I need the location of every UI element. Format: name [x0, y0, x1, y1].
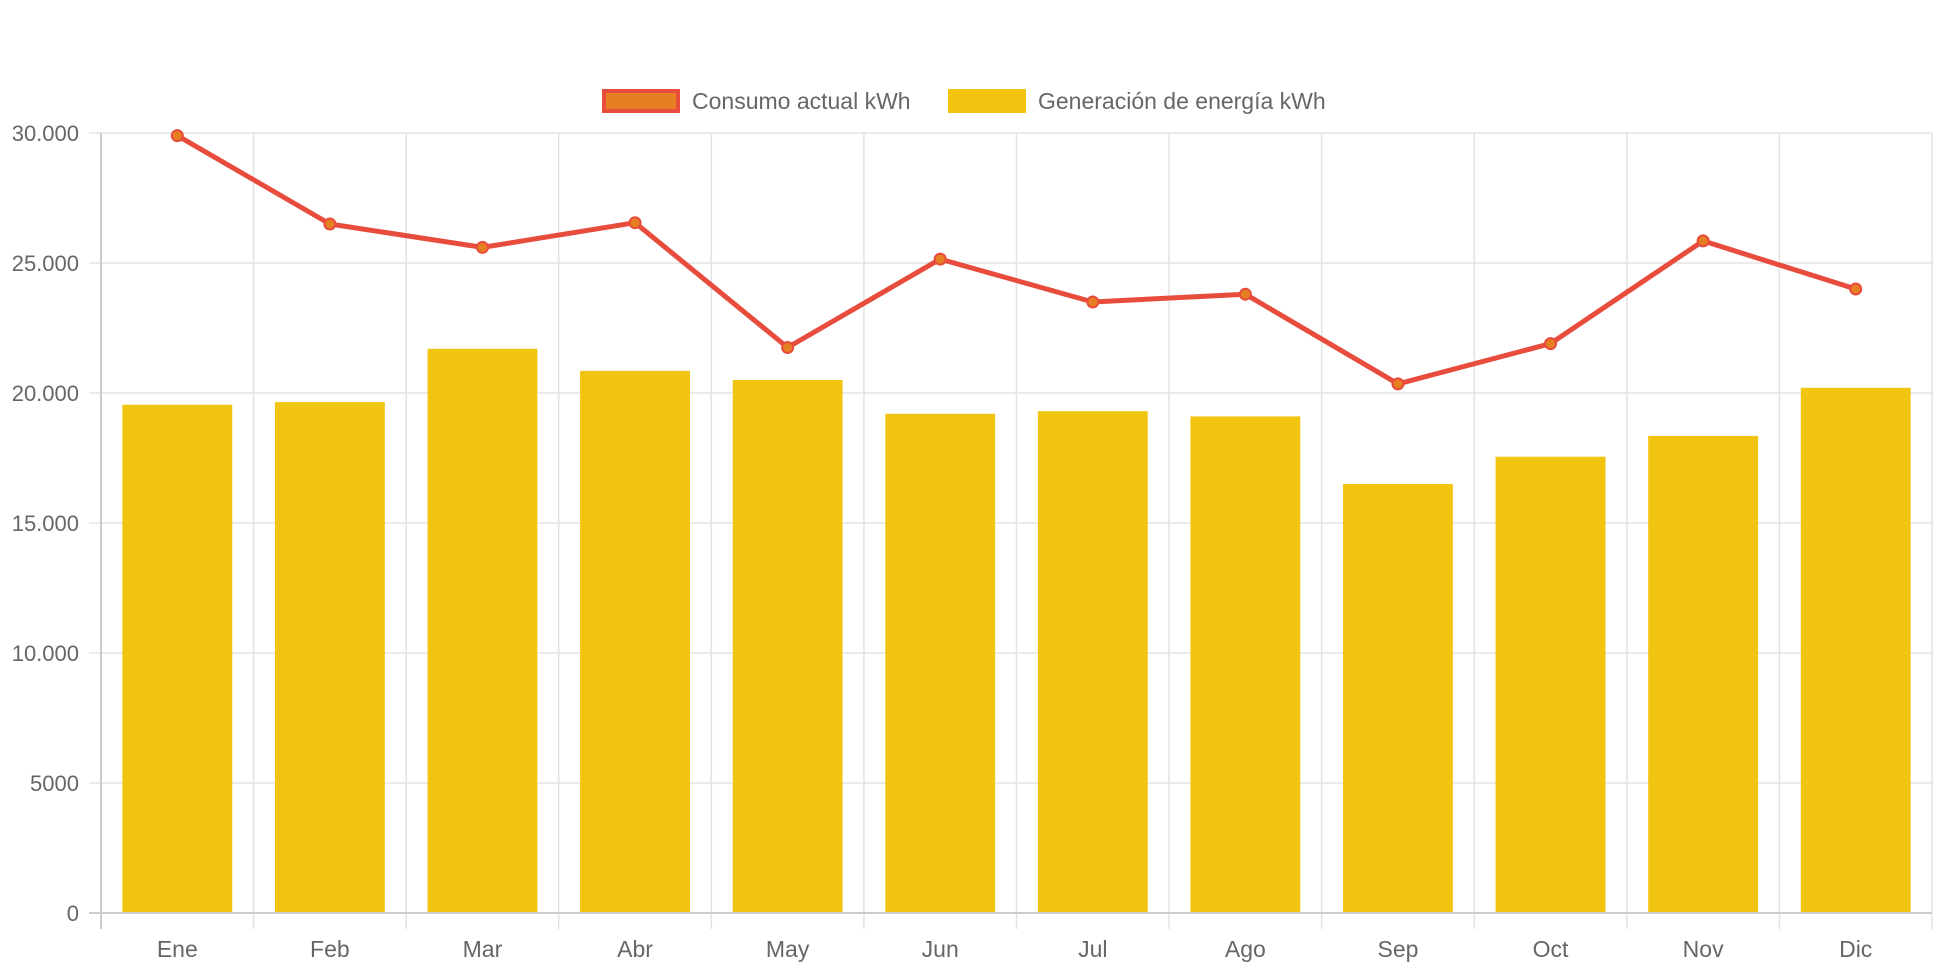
line-point-may — [781, 341, 795, 354]
x-tick-label: Dic — [1839, 936, 1872, 962]
bar-sep — [1343, 484, 1453, 913]
x-tick-label: Feb — [310, 936, 350, 962]
legend-swatch-consumo — [602, 89, 680, 113]
bar-may — [732, 380, 843, 913]
x-tick-label: Oct — [1533, 936, 1569, 962]
bar-jul — [1037, 411, 1148, 913]
line-series-consumo — [170, 129, 1863, 391]
y-tick-label: 30.000 — [12, 121, 79, 146]
x-axis-tick-labels: Ene Feb Mar Abr May Jun Jul Ago Sep Oct Nov Dic — [157, 936, 1873, 962]
legend-item-generacion[interactable]: Generación de energía kWh — [948, 84, 1326, 118]
bar-series-generacion — [122, 348, 1911, 913]
bar-dic — [1800, 387, 1911, 913]
line-point-jun — [933, 252, 947, 266]
legend-label-generacion: Generación de energía kWh — [1038, 87, 1326, 114]
bar-abr — [580, 370, 690, 913]
y-axis-tick-labels: 0 5000 10.000 15.000 20.000 25.000 30.000 — [12, 121, 79, 926]
legend-label-consumo: Consumo actual kWh — [692, 87, 911, 114]
bar-oct — [1495, 456, 1606, 913]
y-tick-label: 20.000 — [12, 381, 79, 406]
y-tick-label: 10.000 — [12, 641, 79, 666]
bar-jun — [885, 413, 996, 913]
y-tick-label: 25.000 — [12, 251, 79, 276]
x-tick-label: Abr — [617, 936, 653, 962]
y-tick-label: 0 — [67, 901, 79, 926]
line-point-ago — [1238, 287, 1252, 301]
line-point-dic — [1849, 282, 1863, 296]
bar-mar — [427, 348, 538, 913]
x-tick-label: Jul — [1078, 936, 1107, 962]
grid-lines — [89, 132, 1933, 929]
x-tick-label: Mar — [463, 936, 503, 962]
line-point-ene — [170, 129, 184, 143]
line-point-abr — [628, 216, 642, 230]
legend: Consumo actual kWh Generación de energía… — [0, 84, 1942, 118]
line-point-feb — [323, 217, 337, 231]
bar-ago — [1190, 416, 1301, 913]
line-point-nov — [1696, 234, 1710, 248]
x-tick-label: Sep — [1377, 936, 1418, 962]
line-point-mar — [475, 240, 489, 254]
legend-swatch-generacion — [948, 89, 1026, 113]
x-tick-label: Nov — [1683, 936, 1724, 962]
y-tick-label: 15.000 — [12, 511, 79, 536]
x-tick-label: May — [766, 936, 810, 962]
x-tick-label: Ene — [157, 936, 198, 962]
y-tick-label: 5000 — [30, 771, 79, 796]
x-tick-label: Jun — [922, 936, 959, 962]
line-point-jul — [1086, 295, 1100, 309]
bar-nov — [1648, 435, 1759, 913]
bar-feb — [274, 402, 385, 913]
line-path — [176, 133, 1857, 387]
legend-item-consumo[interactable]: Consumo actual kWh — [602, 84, 911, 118]
line-point-oct — [1544, 337, 1558, 351]
line-point-sep — [1391, 377, 1405, 391]
bar-ene — [122, 404, 233, 913]
x-tick-label: Ago — [1225, 936, 1266, 962]
